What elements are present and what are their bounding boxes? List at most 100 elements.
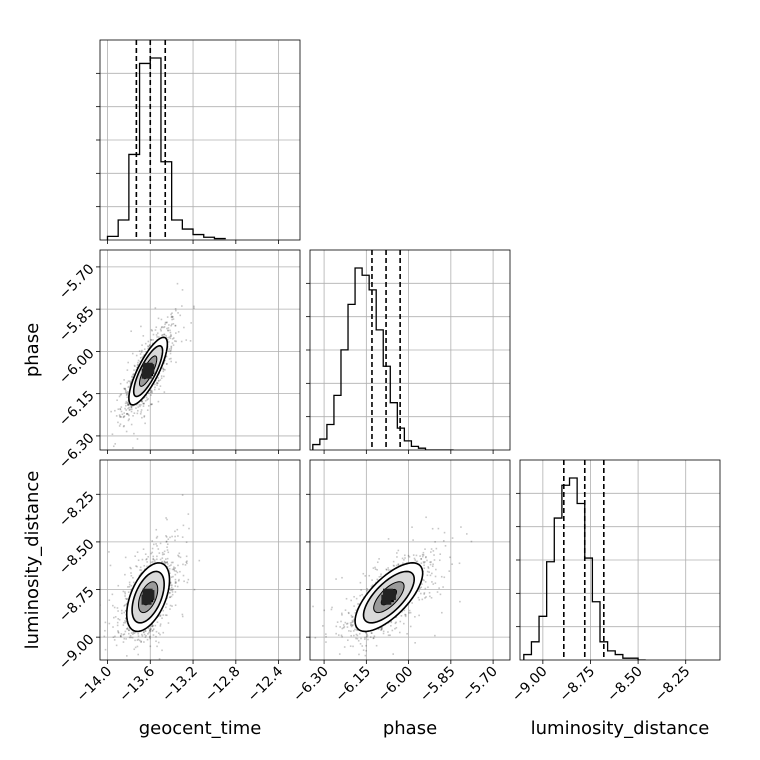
scatter-point: [152, 664, 154, 666]
scatter-point: [168, 358, 171, 360]
scatter-point: [139, 412, 142, 415]
scatter-point: [153, 559, 156, 561]
scatter-point: [145, 558, 147, 561]
scatter-point: [418, 599, 421, 601]
scatter-point: [427, 567, 430, 569]
scatter-point: [136, 366, 139, 369]
scatter-point: [170, 313, 172, 316]
scatter-point: [174, 539, 176, 542]
scatter-point: [429, 595, 431, 598]
scatter-point: [356, 629, 359, 632]
scatter-point: [155, 326, 158, 329]
scatter-point: [163, 550, 166, 553]
scatter-point: [170, 324, 172, 327]
scatter-point: [167, 551, 170, 554]
scatter-point: [175, 309, 177, 312]
scatter-point: [314, 636, 317, 639]
scatter-point: [152, 624, 154, 627]
y-tick-label: −5.70: [56, 261, 98, 303]
scatter-point: [170, 564, 172, 566]
scatter-point: [166, 549, 169, 551]
scatter-point: [350, 614, 353, 617]
scatter-point: [125, 618, 127, 620]
scatter-point: [350, 599, 352, 602]
scatter-point: [148, 636, 151, 638]
scatter-point: [431, 565, 434, 568]
scatter-point: [165, 561, 167, 564]
scatter-point: [169, 350, 172, 352]
scatter-point: [373, 635, 376, 638]
y-tick-label: −8.25: [56, 489, 98, 531]
scatter-point: [123, 425, 125, 427]
scatter-point: [147, 340, 150, 343]
scatter-point: [155, 635, 157, 638]
scatter-point: [128, 406, 130, 409]
scatter-point: [122, 425, 125, 428]
scatter-point: [431, 527, 434, 530]
scatter-point: [111, 593, 114, 596]
scatter-point: [161, 551, 164, 554]
scatter-point: [325, 635, 327, 638]
scatter-point: [160, 377, 163, 379]
scatter-point: [152, 561, 154, 563]
scatter-point: [357, 639, 360, 642]
scatter-point: [172, 316, 174, 318]
scatter-point: [126, 413, 128, 415]
scatter-point: [146, 565, 148, 568]
scatter-point: [424, 587, 427, 590]
scatter-point: [135, 407, 137, 409]
scatter-point: [449, 556, 451, 559]
scatter-point: [165, 321, 168, 324]
scatter-point: [150, 403, 152, 406]
scatter-point: [170, 346, 173, 349]
scatter-point: [423, 579, 425, 582]
scatter-point: [151, 329, 153, 332]
scatter-point: [174, 573, 177, 576]
scatter-point: [116, 399, 118, 402]
scatter-point: [167, 538, 170, 540]
scatter-point: [133, 364, 136, 367]
scatter-point: [133, 632, 135, 635]
scatter-point: [138, 574, 141, 577]
scatter-point: [174, 324, 177, 327]
scatter-point: [151, 630, 154, 632]
scatter-point: [170, 316, 173, 318]
scatter-point: [182, 563, 184, 566]
scatter-point: [331, 606, 333, 609]
scatter-point: [376, 561, 379, 564]
scatter-point: [179, 570, 181, 573]
scatter-point: [358, 653, 360, 656]
scatter-point: [374, 566, 376, 569]
scatter-point: [427, 566, 429, 568]
scatter-point: [372, 637, 375, 640]
x-tick-label: −8.75: [557, 664, 599, 706]
scatter-point: [150, 394, 152, 396]
scatter-point: [166, 614, 168, 617]
scatter-point: [380, 628, 383, 631]
scatter-point: [429, 563, 432, 566]
panel-frame: [309, 249, 511, 451]
scatter-point: [125, 628, 128, 630]
scatter-point: [147, 633, 149, 635]
scatter-point: [123, 633, 126, 635]
scatter-point: [174, 308, 177, 310]
scatter-point: [434, 634, 436, 637]
scatter-point: [346, 623, 348, 625]
x-tick-label: −12.4: [245, 663, 287, 705]
scatter-point: [127, 386, 130, 388]
scatter-point: [402, 622, 405, 625]
scatter-point: [143, 348, 146, 350]
scatter-point: [362, 649, 365, 651]
density-peak: [142, 588, 153, 599]
scatter-point: [395, 616, 398, 618]
scatter-point: [412, 554, 415, 556]
scatter-point: [132, 373, 134, 376]
scatter-point: [335, 632, 337, 635]
scatter-point: [136, 645, 139, 648]
scatter-point: [359, 594, 361, 597]
histogram-luminosity_distance: [523, 477, 646, 660]
scatter-point: [150, 389, 153, 392]
scatter-point: [163, 333, 166, 336]
scatter-point: [156, 336, 158, 338]
scatter-point: [183, 580, 185, 583]
